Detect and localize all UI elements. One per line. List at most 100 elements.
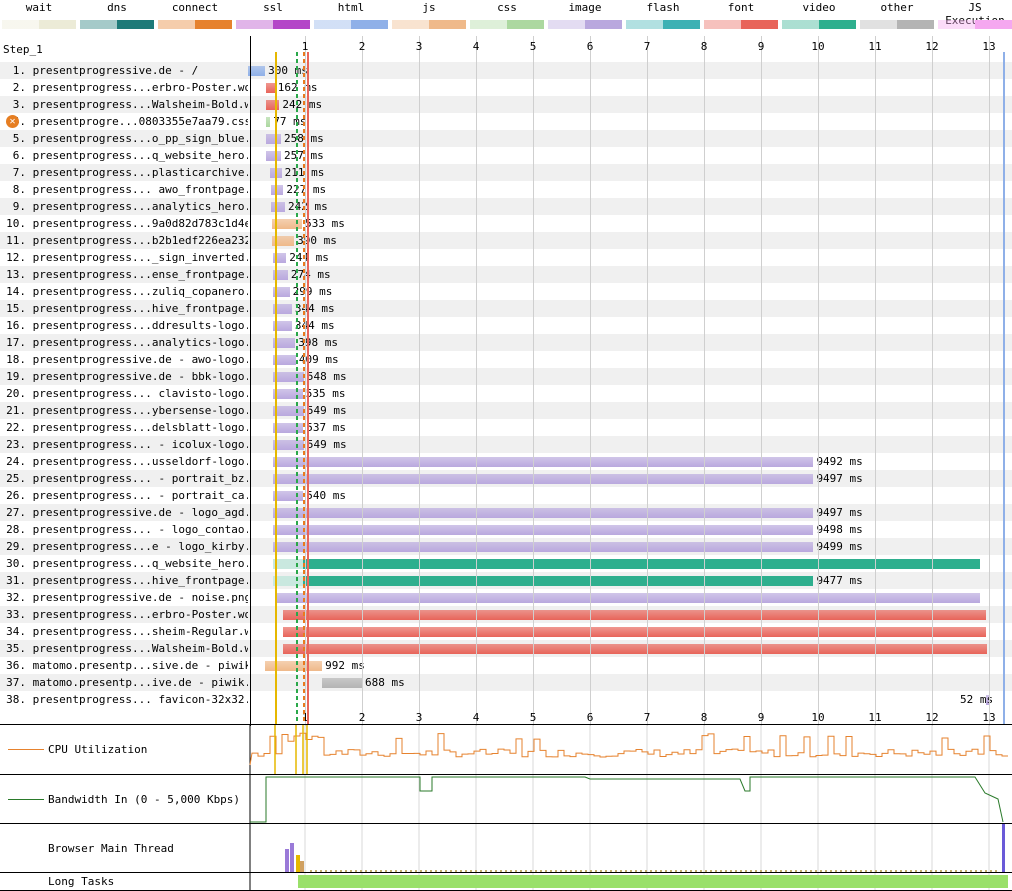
request-label[interactable]: 36. matomo.presentp...sive.de - piwik.js bbox=[0, 657, 248, 674]
request-bar-image[interactable] bbox=[272, 491, 304, 501]
request-bar-js[interactable] bbox=[271, 219, 303, 229]
request-bar-image[interactable] bbox=[272, 525, 814, 535]
request-label[interactable]: 26. presentprogress... - portrait_ca.jpg bbox=[0, 487, 248, 504]
request-label[interactable]: 28. presentprogress... - logo_contao.svg bbox=[0, 521, 248, 538]
request-label[interactable]: 15. presentprogress...hive_frontpage.jpg bbox=[0, 300, 248, 317]
request-row[interactable]: 1. presentprogressive.de - /300 ms bbox=[0, 62, 1012, 79]
request-row[interactable]: 4. presentprogre...0803355e7aa79.css ✕ 77 … bbox=[0, 113, 1012, 130]
request-label[interactable]: 19. presentprogressive.de - bbk-logo.svg bbox=[0, 368, 248, 385]
request-label[interactable]: 13. presentprogress...ense_frontpage.jpg bbox=[0, 266, 248, 283]
request-row[interactable]: 21. presentprogress...ybersense-logo.svg… bbox=[0, 402, 1012, 419]
request-row[interactable]: 9. presentprogress...analytics_hero.jpg2… bbox=[0, 198, 1012, 215]
request-row[interactable]: 32. presentprogressive.de - noise.png bbox=[0, 589, 1012, 606]
request-bar-css[interactable] bbox=[265, 117, 271, 127]
request-row[interactable]: 27. presentprogressive.de - logo_agd.svg… bbox=[0, 504, 1012, 521]
request-label[interactable]: 37. matomo.presentp...ive.de - piwik.php bbox=[0, 674, 248, 691]
request-label[interactable]: 35. presentprogress...Walsheim-Bold.woff bbox=[0, 640, 248, 657]
request-row[interactable]: 22. presentprogress...delsblatt-logo.svg… bbox=[0, 419, 1012, 436]
request-bar-image[interactable] bbox=[986, 695, 989, 705]
request-label[interactable]: 30. presentprogress...q_website_hero.mp4 bbox=[0, 555, 248, 572]
request-bar-other[interactable] bbox=[322, 678, 362, 688]
request-row[interactable]: 19. presentprogressive.de - bbk-logo.svg… bbox=[0, 368, 1012, 385]
request-bar-font[interactable] bbox=[283, 610, 987, 620]
request-row[interactable]: 18. presentprogressive.de - awo-logo.svg… bbox=[0, 351, 1012, 368]
request-label[interactable]: 11. presentprogress...b2b1edf226ea232.js bbox=[0, 232, 248, 249]
request-label[interactable]: 3. presentprogress...Walsheim-Bold.woff bbox=[0, 96, 248, 113]
request-label[interactable]: 7. presentprogress...plasticarchive.jpg bbox=[0, 164, 248, 181]
request-label[interactable]: 9. presentprogress...analytics_hero.jpg bbox=[0, 198, 248, 215]
request-bar-image[interactable] bbox=[272, 321, 292, 331]
request-bar-font[interactable] bbox=[283, 644, 988, 654]
request-label[interactable]: 33. presentprogress...erbro-Poster.woff2 bbox=[0, 606, 248, 623]
request-row[interactable]: 24. presentprogress...usseldorf-logo.svg… bbox=[0, 453, 1012, 470]
request-bar-video[interactable] bbox=[272, 576, 814, 586]
request-row[interactable]: 35. presentprogress...Walsheim-Bold.woff bbox=[0, 640, 1012, 657]
request-label[interactable]: 10. presentprogress...9a0d82d783c1d4e.js bbox=[0, 215, 248, 232]
request-bar-image[interactable] bbox=[266, 151, 282, 161]
request-label[interactable]: 6. presentprogress...q_website_hero.jpg bbox=[0, 147, 248, 164]
request-bar-image[interactable] bbox=[272, 389, 303, 399]
request-bar-image[interactable] bbox=[272, 287, 290, 297]
request-row[interactable]: 23. presentprogress... - icolux-logo.svg… bbox=[0, 436, 1012, 453]
request-row[interactable]: 37. matomo.presentp...ive.de - piwik.php… bbox=[0, 674, 1012, 691]
request-bar-image[interactable] bbox=[266, 134, 282, 144]
request-label[interactable]: 20. presentprogress... clavisto-logo.svg bbox=[0, 385, 248, 402]
request-bar-image[interactable] bbox=[270, 185, 284, 195]
request-row[interactable]: 34. presentprogress...sheim-Regular.woff bbox=[0, 623, 1012, 640]
request-label[interactable]: 29. presentprogress...e - logo_kirby.svg bbox=[0, 538, 248, 555]
request-label[interactable]: 12. presentprogress..._sign_inverted.svg bbox=[0, 249, 248, 266]
request-label[interactable]: 1. presentprogressive.de - / bbox=[0, 62, 248, 79]
request-row[interactable]: 16. presentprogress...ddresults-logo.svg… bbox=[0, 317, 1012, 334]
request-bar-font[interactable] bbox=[265, 100, 280, 110]
request-bar-js[interactable] bbox=[264, 661, 323, 671]
request-label[interactable]: 4. presentprogre...0803355e7aa79.css bbox=[0, 113, 248, 130]
request-row[interactable]: 17. presentprogress...analytics-logo.svg… bbox=[0, 334, 1012, 351]
request-row[interactable]: 25. presentprogress... - portrait_bz.jpg… bbox=[0, 470, 1012, 487]
request-row[interactable]: 33. presentprogress...erbro-Poster.woff2 bbox=[0, 606, 1012, 623]
request-label[interactable]: 22. presentprogress...delsblatt-logo.svg bbox=[0, 419, 248, 436]
request-bar-image[interactable] bbox=[272, 253, 287, 263]
request-bar-html[interactable] bbox=[248, 66, 266, 76]
request-bar-image[interactable] bbox=[272, 508, 814, 518]
request-row[interactable]: 31. presentprogress...hive_frontpage.mp4… bbox=[0, 572, 1012, 589]
request-bar-image[interactable] bbox=[271, 202, 286, 212]
request-bar-image[interactable] bbox=[272, 338, 296, 348]
request-bar-font[interactable] bbox=[265, 83, 275, 93]
request-bar-image[interactable] bbox=[272, 406, 304, 416]
request-label[interactable]: 31. presentprogress...hive_frontpage.mp4 bbox=[0, 572, 248, 589]
request-bar-image[interactable] bbox=[272, 304, 292, 314]
request-label[interactable]: 16. presentprogress...ddresults-logo.svg bbox=[0, 317, 248, 334]
request-bar-image[interactable] bbox=[272, 474, 814, 484]
request-label[interactable]: 32. presentprogressive.de - noise.png bbox=[0, 589, 248, 606]
request-row[interactable]: 7. presentprogress...plasticarchive.jpg 2… bbox=[0, 164, 1012, 181]
request-bar-image[interactable] bbox=[272, 355, 296, 365]
request-row[interactable]: 29. presentprogress...e - logo_kirby.svg… bbox=[0, 538, 1012, 555]
request-label[interactable]: 23. presentprogress... - icolux-logo.svg bbox=[0, 436, 248, 453]
request-label[interactable]: 2. presentprogress...erbro-Poster.woff2 bbox=[0, 79, 248, 96]
request-bar-image[interactable] bbox=[272, 542, 814, 552]
request-row[interactable]: 30. presentprogress...q_website_hero.mp4 bbox=[0, 555, 1012, 572]
request-row[interactable]: 5. presentprogress...o_pp_sign_blue.svg 2… bbox=[0, 130, 1012, 147]
request-bar-image[interactable] bbox=[272, 270, 288, 280]
request-label[interactable]: 14. presentprogress...zuliq_copanero.jpg bbox=[0, 283, 248, 300]
request-bar-js[interactable] bbox=[271, 236, 295, 246]
request-row[interactable]: 6. presentprogress...q_website_hero.jpg 2… bbox=[0, 147, 1012, 164]
request-row[interactable]: 13. presentprogress...ense_frontpage.jpg… bbox=[0, 266, 1012, 283]
request-label[interactable]: 21. presentprogress...ybersense-logo.svg bbox=[0, 402, 248, 419]
request-bar-image[interactable] bbox=[276, 593, 981, 603]
request-bar-image[interactable] bbox=[272, 372, 304, 382]
request-bar-image[interactable] bbox=[272, 423, 304, 433]
request-row[interactable]: 20. presentprogress... clavisto-logo.svg… bbox=[0, 385, 1012, 402]
request-bar-video[interactable] bbox=[272, 559, 981, 569]
request-label[interactable]: 24. presentprogress...usseldorf-logo.svg bbox=[0, 453, 248, 470]
request-row[interactable]: 12. presentprogress..._sign_inverted.svg… bbox=[0, 249, 1012, 266]
request-row[interactable]: 26. presentprogress... - portrait_ca.jpg… bbox=[0, 487, 1012, 504]
request-row[interactable]: 28. presentprogress... - logo_contao.svg… bbox=[0, 521, 1012, 538]
request-label[interactable]: 8. presentprogress... awo_frontpage.jpg bbox=[0, 181, 248, 198]
request-label[interactable]: 27. presentprogressive.de - logo_agd.svg bbox=[0, 504, 248, 521]
request-label[interactable]: 34. presentprogress...sheim-Regular.woff bbox=[0, 623, 248, 640]
request-row[interactable]: 10. presentprogress...9a0d82d783c1d4e.js… bbox=[0, 215, 1012, 232]
request-row[interactable]: 36. matomo.presentp...sive.de - piwik.js… bbox=[0, 657, 1012, 674]
request-bar-image[interactable] bbox=[272, 440, 304, 450]
request-label[interactable]: 5. presentprogress...o_pp_sign_blue.svg bbox=[0, 130, 248, 147]
